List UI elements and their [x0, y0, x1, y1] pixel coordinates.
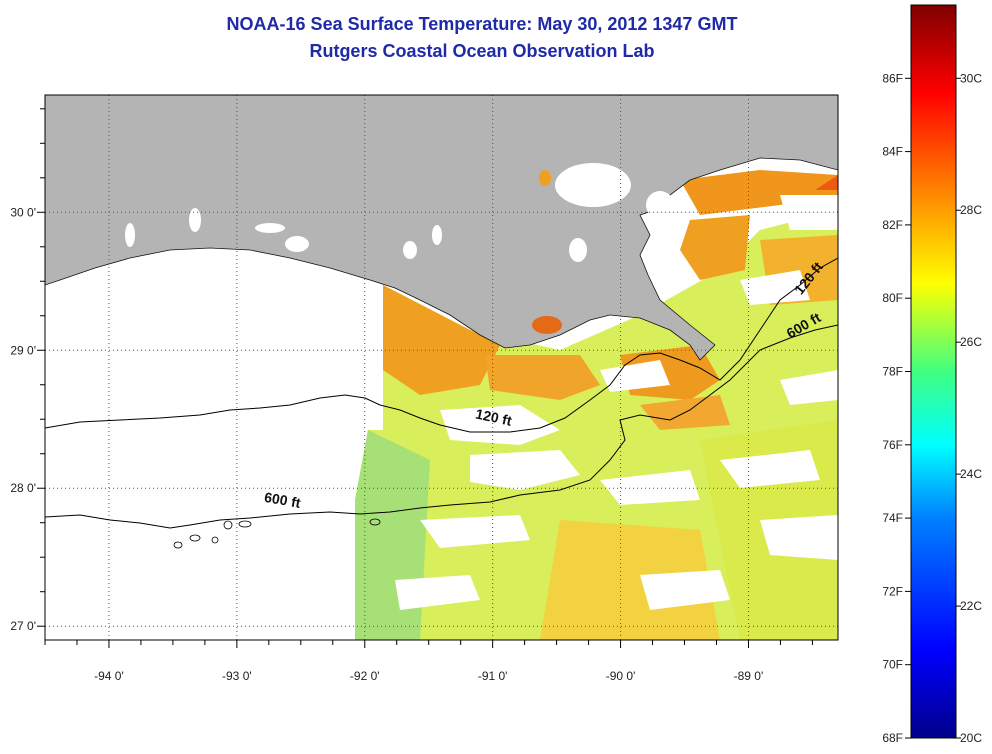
colorbar-c-label: 22C	[960, 599, 982, 613]
contour-120ft	[45, 257, 838, 433]
colorbar-labels: 86F 84F 82F 80F 78F 76F 74F 72F 70F 68F 30C 28C 26C 2…	[882, 71, 982, 745]
colorbar-f-label: 68F	[882, 731, 903, 745]
lon-tick-label: -94 0'	[94, 669, 124, 683]
contour-islands	[173, 518, 381, 549]
colorbar-f-label: 78F	[882, 365, 903, 379]
colorbar-f-label: 74F	[882, 511, 903, 525]
lat-tick-label: 27 0'	[10, 619, 36, 633]
map-axes: -94 0' -93 0' -92 0' -91 0' -90 0' -89 0' 30 0…	[10, 108, 813, 683]
lon-tick-label: -90 0'	[606, 669, 636, 683]
contour-label: 120 ft	[474, 405, 513, 428]
lon-tick-label: -91 0'	[478, 669, 508, 683]
bay-warm-spot	[532, 316, 562, 334]
colorbar-c-label: 30C	[960, 71, 982, 85]
land-mass	[45, 95, 838, 361]
contour-600ft	[45, 324, 838, 529]
colorbar-c-label: 26C	[960, 335, 982, 349]
graticule	[45, 95, 838, 640]
contour-label: 600 ft	[263, 489, 302, 511]
colorbar-c-label: 24C	[960, 467, 982, 481]
land-clouds	[125, 163, 674, 262]
sst-swath	[355, 170, 838, 640]
lat-tick-label: 29 0'	[10, 343, 36, 357]
colorbar-f-label: 72F	[882, 584, 903, 598]
colorbar-f-label: 70F	[882, 658, 903, 672]
map-title: NOAA-16 Sea Surface Temperature: May 30,…	[226, 14, 738, 34]
plot-frame	[44, 94, 839, 641]
map-subtitle: Rutgers Coastal Ocean Observation Lab	[309, 41, 655, 61]
lon-tick-label: -92 0'	[350, 669, 380, 683]
lon-tick-label: -89 0'	[734, 669, 764, 683]
land-warm-spot	[539, 170, 551, 186]
lat-tick-label: 30 0'	[10, 205, 36, 219]
colorbar-c-label: 28C	[960, 203, 982, 217]
colorbar-f-label: 84F	[882, 145, 903, 159]
colorbar-f-label: 86F	[882, 71, 903, 85]
colorbar-f-label: 76F	[882, 438, 903, 452]
lat-tick-label: 28 0'	[10, 481, 36, 495]
colorbar	[910, 4, 957, 739]
colorbar-c-label: 20C	[960, 731, 982, 745]
lon-tick-label: -93 0'	[222, 669, 252, 683]
colorbar-f-label: 82F	[882, 218, 903, 232]
colorbar-f-label: 80F	[882, 291, 903, 305]
